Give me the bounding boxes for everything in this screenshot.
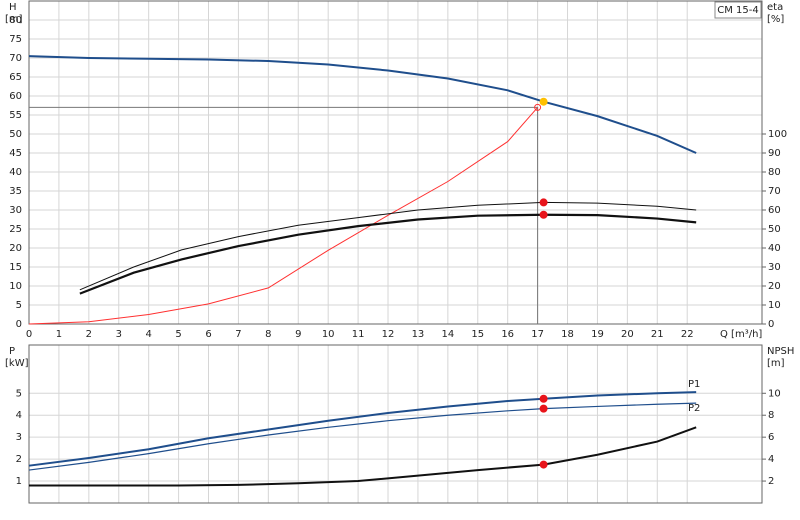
duty-marker	[539, 394, 548, 403]
x-tick-label: 6	[205, 329, 211, 340]
y2-tick-label: 70	[768, 186, 781, 197]
y-tick-label: 10	[9, 281, 22, 292]
plot-frame	[28, 0, 763, 325]
series-label: P2	[688, 403, 700, 414]
x-tick-label: 5	[175, 329, 181, 340]
x-tick-label: 20	[621, 329, 634, 340]
x-axis-label: Q [m³/h]	[720, 329, 762, 340]
x-tick-label: 3	[116, 329, 122, 340]
duty-marker	[539, 404, 548, 413]
y2-axis-unit: [%]	[767, 14, 784, 25]
y-tick-label: 4	[16, 410, 22, 421]
x-tick-label: 1	[56, 329, 62, 340]
x-tick-label: 10	[322, 329, 335, 340]
y2-tick-label: 6	[768, 432, 774, 443]
duty-marker	[534, 103, 542, 111]
y2-tick-label: 4	[768, 454, 774, 465]
curve	[28, 402, 697, 471]
y2-tick-label: 80	[768, 167, 781, 178]
x-tick-label: 9	[295, 329, 301, 340]
y2-tick-label: 40	[768, 243, 781, 254]
y-tick-label: 25	[9, 224, 22, 235]
title-box	[714, 1, 762, 19]
y-axis-label: H	[9, 2, 17, 13]
y-tick-label: 60	[9, 91, 22, 102]
x-tick-label: 16	[501, 329, 514, 340]
y-tick-label: 70	[9, 53, 22, 64]
y-tick-label: 15	[9, 262, 22, 273]
y-tick-label: 30	[9, 205, 22, 216]
x-tick-label: 12	[382, 329, 395, 340]
y2-axis-unit: [m]	[767, 358, 785, 369]
y-axis-label: P	[9, 346, 15, 357]
curve	[28, 391, 697, 467]
y2-tick-label: 90	[768, 148, 781, 159]
y2-tick-label: 20	[768, 281, 781, 292]
y-tick-label: 50	[9, 129, 22, 140]
curve	[28, 107, 538, 325]
curve	[29, 426, 697, 487]
y-tick-label: 2	[16, 454, 22, 465]
x-tick-label: 4	[145, 329, 151, 340]
curve	[28, 55, 697, 154]
y2-tick-label: 0	[768, 319, 774, 330]
plot-frame	[28, 344, 763, 504]
y2-tick-label: 50	[768, 224, 781, 235]
x-tick-label: 22	[681, 329, 694, 340]
x-tick-label: 7	[235, 329, 241, 340]
chart-title: CM 15-4	[717, 5, 758, 16]
duty-marker	[539, 97, 548, 106]
y2-tick-label: 8	[768, 410, 774, 421]
x-tick-label: 15	[471, 329, 484, 340]
x-tick-label: 8	[265, 329, 271, 340]
y-tick-label: 3	[16, 432, 22, 443]
x-tick-label: 0	[26, 329, 32, 340]
y-tick-label: 40	[9, 167, 22, 178]
y2-tick-label: 100	[768, 129, 787, 140]
curve	[79, 201, 697, 291]
y-tick-label: 55	[9, 110, 22, 121]
y-tick-label: 65	[9, 72, 22, 83]
x-tick-label: 13	[412, 329, 425, 340]
x-tick-label: 19	[591, 329, 604, 340]
curve	[79, 213, 697, 295]
x-tick-label: 2	[86, 329, 92, 340]
y-tick-label: 75	[9, 34, 22, 45]
y-tick-label: 45	[9, 148, 22, 159]
y2-tick-label: 10	[768, 300, 781, 311]
x-tick-label: 18	[561, 329, 574, 340]
x-tick-label: 11	[352, 329, 365, 340]
y2-tick-label: 30	[768, 262, 781, 273]
duty-marker	[539, 460, 548, 469]
series-label: P1	[688, 379, 700, 390]
y-tick-label: 0	[16, 319, 22, 330]
duty-marker	[539, 198, 548, 207]
y-tick-label: 1	[16, 476, 22, 487]
y2-tick-label: 60	[768, 205, 781, 216]
y-tick-label: 20	[9, 243, 22, 254]
y-axis-unit: [m]	[5, 14, 23, 25]
duty-marker	[539, 210, 548, 219]
y2-tick-label: 10	[768, 388, 781, 399]
y-tick-label: 5	[16, 388, 22, 399]
x-tick-label: 14	[441, 329, 454, 340]
y-tick-label: 35	[9, 186, 22, 197]
y-axis-unit: [kW]	[5, 358, 29, 369]
y-tick-label: 5	[16, 300, 22, 311]
x-tick-label: 21	[651, 329, 664, 340]
y2-axis-label: eta	[767, 2, 783, 13]
x-tick-label: 17	[531, 329, 544, 340]
y-tick-label: 80	[9, 15, 22, 26]
y2-axis-label: NPSH	[767, 346, 794, 357]
y2-tick-label: 2	[768, 476, 774, 487]
